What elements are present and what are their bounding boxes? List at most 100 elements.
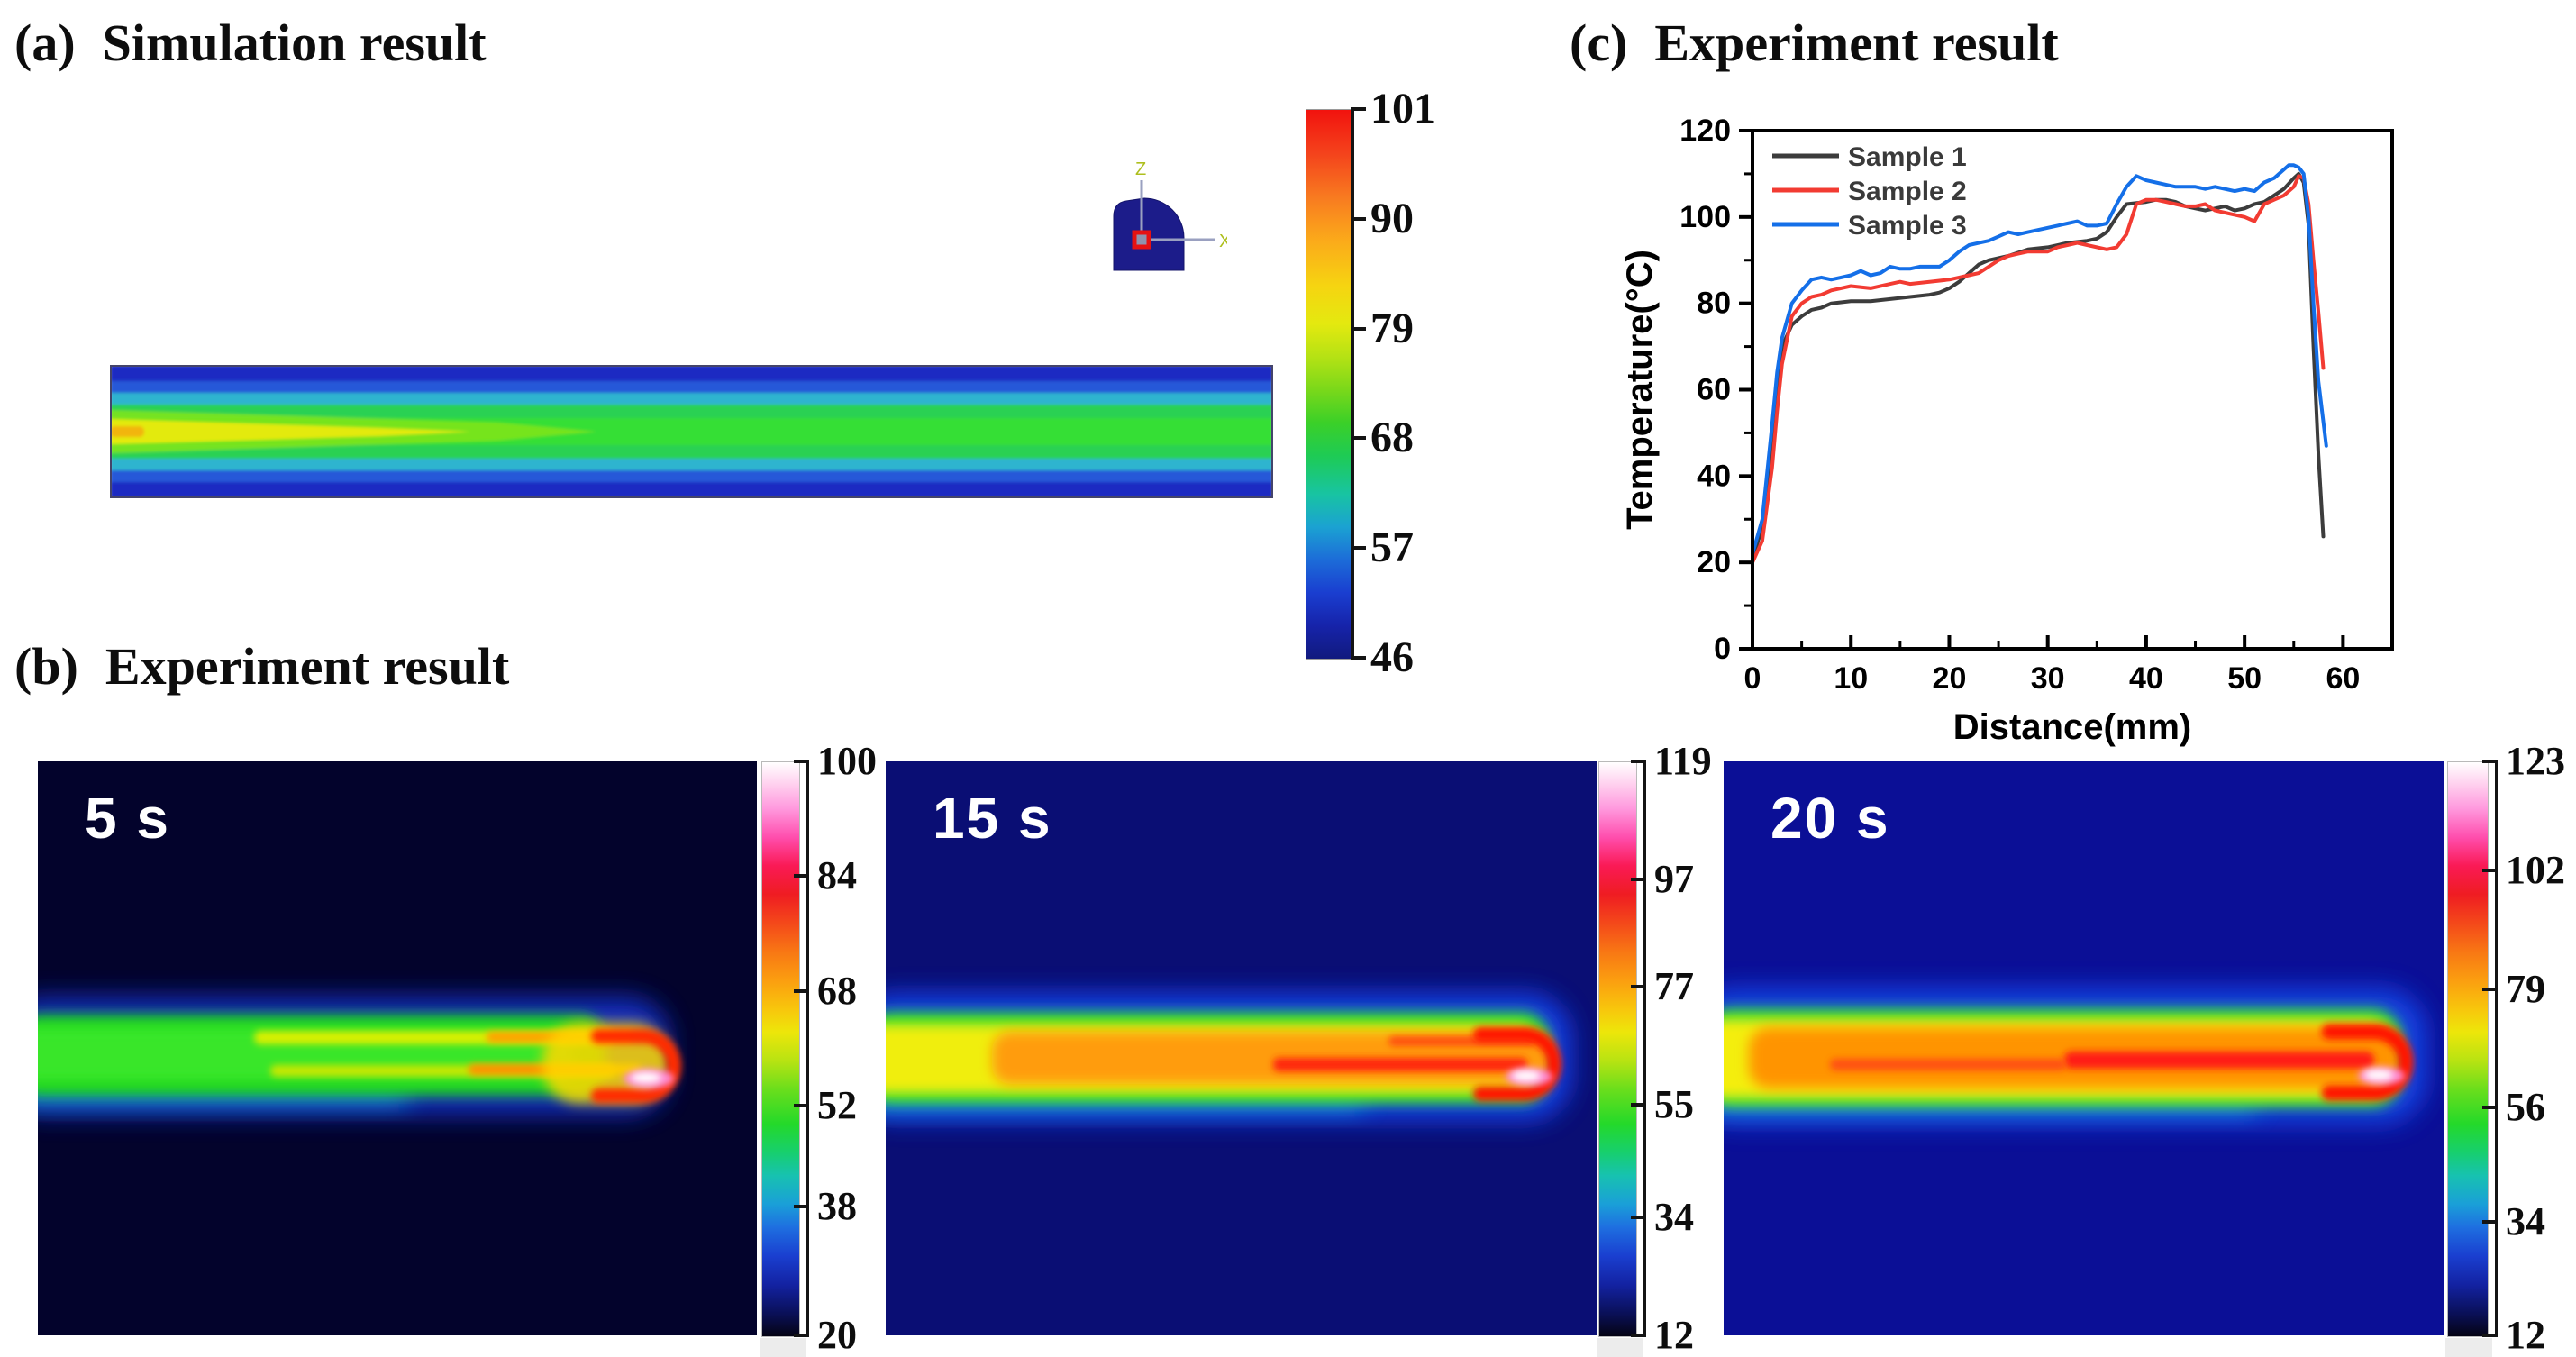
- colorbar-tick-label: 12: [2506, 1313, 2545, 1357]
- x-tick-label: 50: [2227, 661, 2262, 696]
- colorbar-tick: [794, 1104, 807, 1108]
- simulation-colorbar-rail: [1351, 107, 1354, 660]
- colorbar-tick: [794, 1334, 807, 1337]
- colorbar-tick: [1354, 326, 1366, 331]
- series-line-1: [1751, 171, 2326, 560]
- origin-marker: [1132, 230, 1151, 250]
- legend-label-3: Sample 3: [1848, 211, 1967, 241]
- thermal-image-5s: 5 s: [38, 761, 757, 1335]
- hot-streak: [110, 419, 470, 444]
- hottest-core: [1512, 1070, 1541, 1081]
- colorbar-tick-label: 34: [1654, 1195, 1694, 1240]
- colorbar-tick-label: 100: [817, 739, 877, 783]
- colorbar-tick: [2482, 1334, 2496, 1337]
- colorbar-tick: [2482, 868, 2496, 872]
- x-tick-label: 20: [1933, 661, 1967, 696]
- colorbar-tick: [1354, 546, 1366, 551]
- x-tick-label: 0: [1744, 661, 1761, 696]
- colorbar-tick-label: 46: [1370, 633, 1414, 681]
- colorbar-tick: [1354, 656, 1366, 660]
- colorbar-5s-footer: [760, 1338, 806, 1357]
- time-label-15s: 15 s: [933, 786, 1052, 851]
- panel-c-tag: (c): [1570, 14, 1628, 72]
- colorbar-tick: [794, 874, 807, 879]
- colorbar-tick: [794, 988, 807, 993]
- colorbar-15s-rail: [1643, 760, 1646, 1337]
- temperature-distance-chart: 0 20 40 60 80 100 120 0 10 20 30 40 50 60 Distance(mm)…: [1581, 86, 2527, 806]
- colorbar-tick-label: 102: [2506, 847, 2565, 892]
- colorbar-tick-label: 119: [1654, 739, 1712, 783]
- thermal-image-15s: 15 s: [886, 761, 1597, 1335]
- colorbar-tick-label: 55: [1654, 1082, 1694, 1126]
- colorbar-tick: [1354, 107, 1366, 111]
- colorbar-tick-label: 79: [2506, 966, 2545, 1011]
- heated-stick-glow: [1724, 988, 2426, 1124]
- y-tick-label: 0: [1714, 632, 1731, 666]
- panel-a-tag: (a): [14, 14, 76, 72]
- colorbar-tick: [1631, 985, 1644, 989]
- colorbar-tick: [1354, 436, 1366, 441]
- colorbar-tick: [1631, 1334, 1644, 1337]
- colorbar-tick: [2482, 760, 2496, 763]
- colorbar-tick-label: 79: [1370, 304, 1414, 352]
- x-tick-label: 40: [2129, 661, 2163, 696]
- heated-stick-glow: [886, 994, 1570, 1120]
- colorbar-tick-label: 38: [817, 1183, 857, 1228]
- colorbar-tick: [1631, 877, 1644, 881]
- y-tick-label: 20: [1697, 545, 1731, 579]
- colorbar-tick: [1354, 216, 1366, 221]
- legend-label-1: Sample 1: [1848, 142, 1967, 172]
- colorbar-5s-gradient: [761, 761, 800, 1337]
- plot-frame: [1751, 129, 2394, 651]
- colorbar-20s-footer: [2445, 1338, 2492, 1357]
- colorbar-tick: [794, 1204, 807, 1208]
- colorbar-15s-gradient: [1598, 761, 1637, 1337]
- colorbar-tick-label: 90: [1370, 194, 1414, 242]
- y-tick-label: 60: [1697, 373, 1731, 407]
- x-tick-label: 10: [1834, 661, 1868, 696]
- heated-stick-glow: [38, 997, 681, 1115]
- axis-triad-icon: Z X: [1101, 159, 1231, 278]
- panel-b-title-text: Experiment result: [105, 637, 510, 696]
- hottest-spot: [110, 426, 144, 437]
- colorbar-20s-gradient: [2447, 761, 2489, 1337]
- hottest-core: [2364, 1070, 2393, 1080]
- y-tick-label: 80: [1697, 287, 1731, 321]
- colorbar-20s-rail: [2495, 760, 2498, 1337]
- colorbar-tick-label: 84: [817, 853, 857, 898]
- time-label-5s: 5 s: [85, 786, 170, 851]
- thermal-image-20s: 20 s: [1724, 761, 2444, 1335]
- series-line-2: [1751, 174, 2326, 565]
- simulation-contour: [110, 365, 1273, 498]
- y-tick-label: 120: [1679, 114, 1731, 148]
- colorbar-tick-label: 34: [2506, 1198, 2545, 1243]
- colorbar-tick-label: 52: [817, 1083, 857, 1128]
- panel-c-title: (c) Experiment result: [1570, 13, 2059, 73]
- x-tick-label: 60: [2326, 661, 2360, 696]
- tip-u-shape: [1473, 1027, 1561, 1101]
- panel-a-title: (a) Simulation result: [14, 13, 487, 73]
- simulation-colorbar-gradient: [1306, 109, 1353, 660]
- colorbar-tick-label: 68: [817, 968, 857, 1013]
- series-line-3: [1751, 163, 2328, 556]
- tip-u-shape: [591, 1029, 681, 1103]
- x-axis-label: X: [1219, 232, 1227, 251]
- colorbar-tick: [1631, 1216, 1644, 1220]
- y-axis-title: Temperature(°C): [1620, 250, 1660, 530]
- colorbar-tick: [2482, 1219, 2496, 1224]
- colorbar-tick: [1631, 1103, 1644, 1107]
- colorbar-tick-label: 101: [1370, 85, 1435, 132]
- colorbar-tick-label: 20: [817, 1313, 857, 1357]
- colorbar-tick: [2482, 987, 2496, 991]
- colorbar-tick: [2482, 1106, 2496, 1110]
- colorbar-tick-label: 123: [2506, 739, 2565, 783]
- colorbar-tick-label: 77: [1654, 964, 1694, 1009]
- y-tick-label: 40: [1697, 459, 1731, 493]
- panel-c-title-text: Experiment result: [1654, 14, 2059, 72]
- time-label-20s: 20 s: [1770, 786, 1890, 851]
- legend-label-2: Sample 2: [1848, 177, 1967, 206]
- colorbar-tick: [1631, 760, 1644, 763]
- colorbar-tick-label: 57: [1370, 524, 1414, 572]
- hottest-core: [631, 1072, 661, 1083]
